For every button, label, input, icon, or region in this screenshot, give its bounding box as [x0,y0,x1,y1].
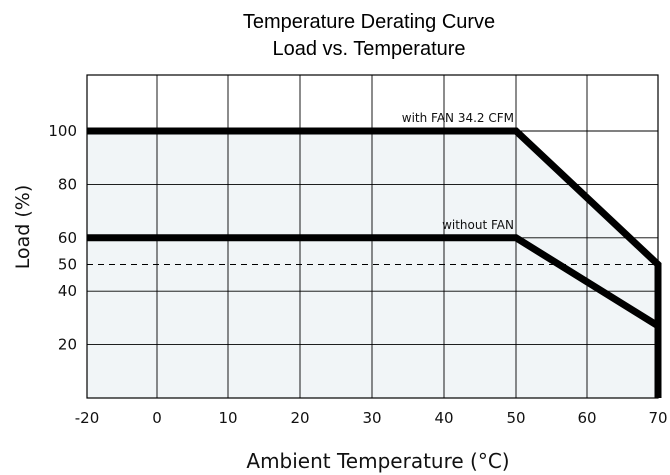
y-axis-label: Load (%) [12,185,34,270]
series-annotations: with FAN 34.2 CFM without FAN [402,111,514,232]
x-tick-label: 60 [577,409,596,427]
x-tick-labels: -20 0 10 20 30 40 50 60 70 [75,409,668,427]
x-tick-label: 0 [152,409,162,427]
area-under-curves [87,131,658,398]
x-tick-label: 40 [434,409,453,427]
y-tick-labels: 20 40 50 60 80 100 [48,122,77,354]
annotation-with-fan: with FAN 34.2 CFM [402,111,514,125]
series-line-without-fan [87,234,660,329]
x-tick-label: 10 [218,409,237,427]
chart-title: Temperature Derating Curve [243,11,495,33]
x-tick-label: 70 [648,409,667,427]
x-axis-label: Ambient Temperature (°C) [246,449,509,473]
y-tick-label: 80 [58,175,77,193]
x-tick-label: -20 [75,409,100,427]
plot-frame [86,74,659,399]
annotation-without-fan: without FAN [442,218,514,232]
y-tick-label: 60 [58,229,77,247]
x-tick-label: 30 [362,409,381,427]
y-tick-label: 100 [48,122,77,140]
chart-subtitle: Load vs. Temperature [272,38,465,60]
shaded-area [87,131,658,398]
y-tick-label: 20 [58,336,77,354]
y-tick-label: 40 [58,282,77,300]
y-tick-label: 50 [58,256,77,274]
x-tick-label: 50 [506,409,525,427]
x-tick-label: 20 [290,409,309,427]
